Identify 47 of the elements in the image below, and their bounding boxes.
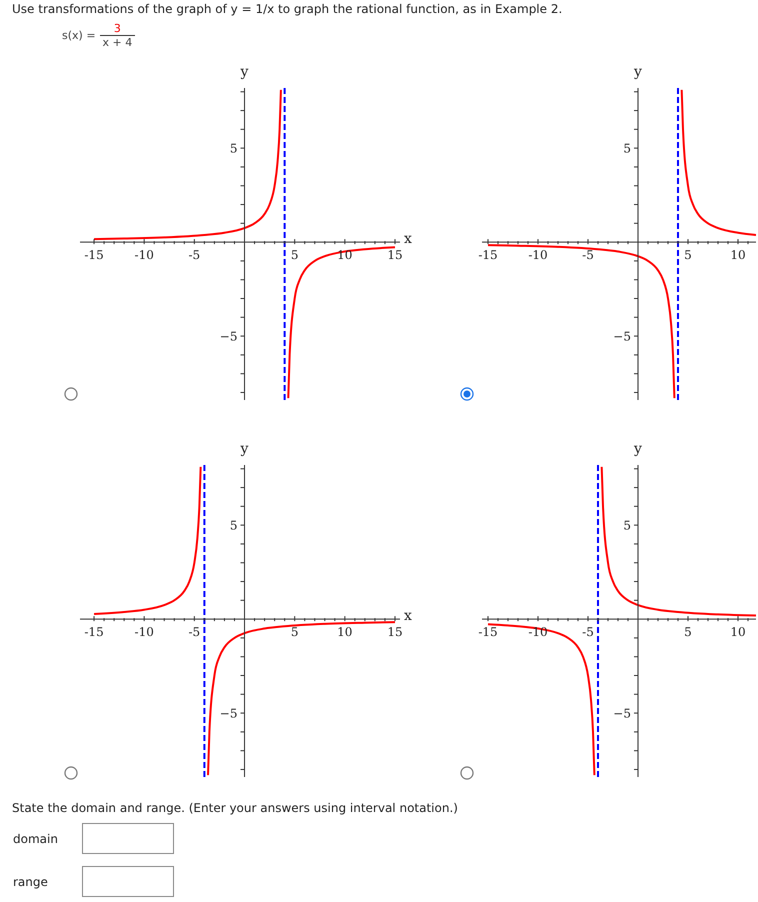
line-series: [93, 88, 282, 240]
x-tick-label: -10: [528, 625, 548, 640]
line-series: [93, 466, 202, 616]
x-tick-label: -10: [134, 625, 154, 640]
x-tick-label: -15: [478, 248, 498, 262]
x-tick-label: 10: [337, 248, 352, 262]
y-tick-label: 5: [623, 518, 631, 532]
y-axis-title: y: [633, 441, 643, 457]
x-tick-label: -15: [84, 248, 104, 262]
line-series: [600, 466, 756, 617]
line-series: [680, 88, 756, 236]
x-tick-label: -5: [582, 625, 594, 640]
text: x + 4: [100, 35, 136, 49]
text: range: [13, 875, 48, 889]
x-tick-label: -15: [478, 625, 498, 640]
text: State the domain and range. (Enter your answers using interval notation.): [12, 801, 458, 815]
x-tick-label: -10: [528, 248, 548, 262]
text: s(x) =: [62, 29, 96, 42]
text: 3: [114, 22, 121, 35]
x-axis-title: x: [404, 231, 412, 248]
x-tick-label: 10: [730, 248, 746, 262]
y-tick-label: −5: [220, 329, 238, 344]
x-tick-label: 15: [387, 625, 403, 640]
y-tick-label: −5: [613, 329, 631, 344]
y-axis-title: y: [240, 441, 250, 457]
y-axis-title: y: [633, 64, 643, 80]
text: domain: [13, 832, 58, 846]
y-tick-label: −5: [220, 706, 238, 720]
y-tick-label: 5: [230, 141, 238, 156]
y-tick-label: 5: [623, 141, 631, 156]
x-tick-label: -5: [188, 625, 200, 640]
x-tick-label: 10: [730, 625, 746, 640]
chart-title: Use transformations of the graph of y = 1/x to graph the rational function, as in Example 2.: [12, 2, 562, 16]
x-tick-label: 5: [684, 625, 692, 640]
x-tick-label: -5: [188, 248, 200, 262]
y-axis-title: y: [240, 64, 250, 80]
x-tick-label: 10: [337, 625, 352, 640]
x-tick-label: -10: [134, 248, 154, 262]
x-tick-label: -15: [84, 625, 104, 640]
x-tick-label: 5: [290, 625, 298, 640]
x-tick-label: 15: [387, 248, 403, 262]
y-tick-label: 5: [230, 518, 238, 532]
x-tick-label: -5: [582, 248, 594, 262]
x-tick-label: 5: [290, 248, 298, 262]
x-tick-label: 5: [684, 248, 692, 262]
y-tick-label: −5: [613, 706, 631, 720]
x-axis-title: x: [404, 608, 412, 624]
